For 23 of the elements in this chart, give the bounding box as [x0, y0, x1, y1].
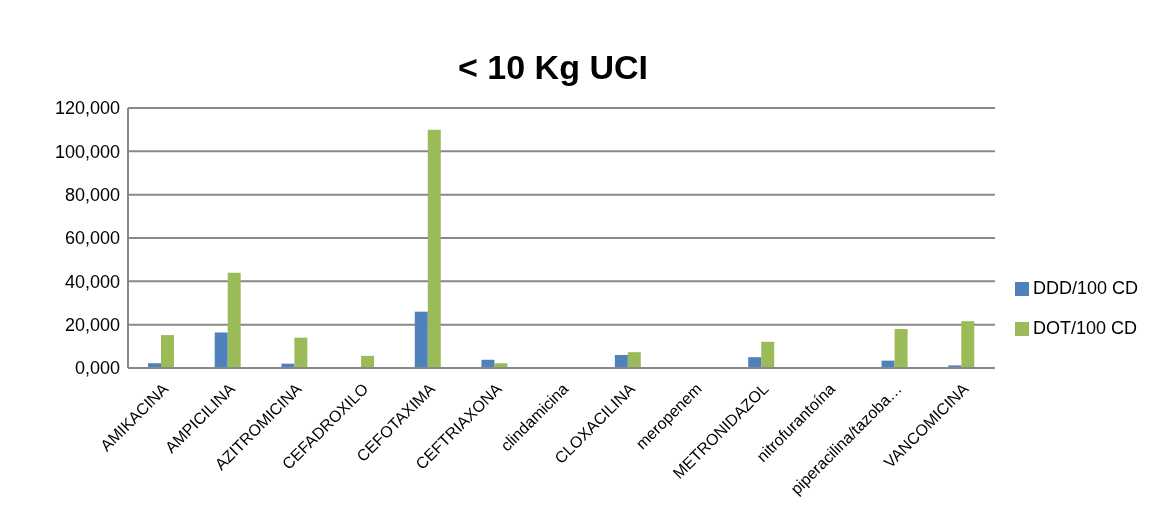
- bar: [894, 329, 908, 368]
- bar: [227, 272, 241, 368]
- chart-title: < 10 Kg UCI: [457, 47, 649, 88]
- bar: [614, 355, 628, 368]
- legend-label: DDD/100 CD: [1032, 278, 1138, 298]
- bar: [361, 355, 375, 368]
- y-tick-label: 120,000: [54, 98, 120, 119]
- y-tick-label: 20,000: [64, 315, 120, 336]
- bar: [427, 129, 441, 368]
- y-tick-label: 0,000: [74, 358, 120, 379]
- legend-label: DOT/100 CD: [1032, 318, 1137, 338]
- y-tick-label: 60,000: [64, 228, 120, 249]
- bar: [214, 332, 228, 368]
- bar: [761, 341, 775, 368]
- y-tick-label: 100,000: [54, 141, 120, 162]
- bar: [161, 335, 175, 368]
- y-tick-label: 80,000: [64, 185, 120, 206]
- bar: [748, 357, 762, 368]
- bar: [414, 311, 428, 368]
- bar: [961, 321, 975, 368]
- bar: [627, 352, 641, 368]
- y-tick-label: 40,000: [64, 271, 120, 292]
- bar: [294, 337, 308, 368]
